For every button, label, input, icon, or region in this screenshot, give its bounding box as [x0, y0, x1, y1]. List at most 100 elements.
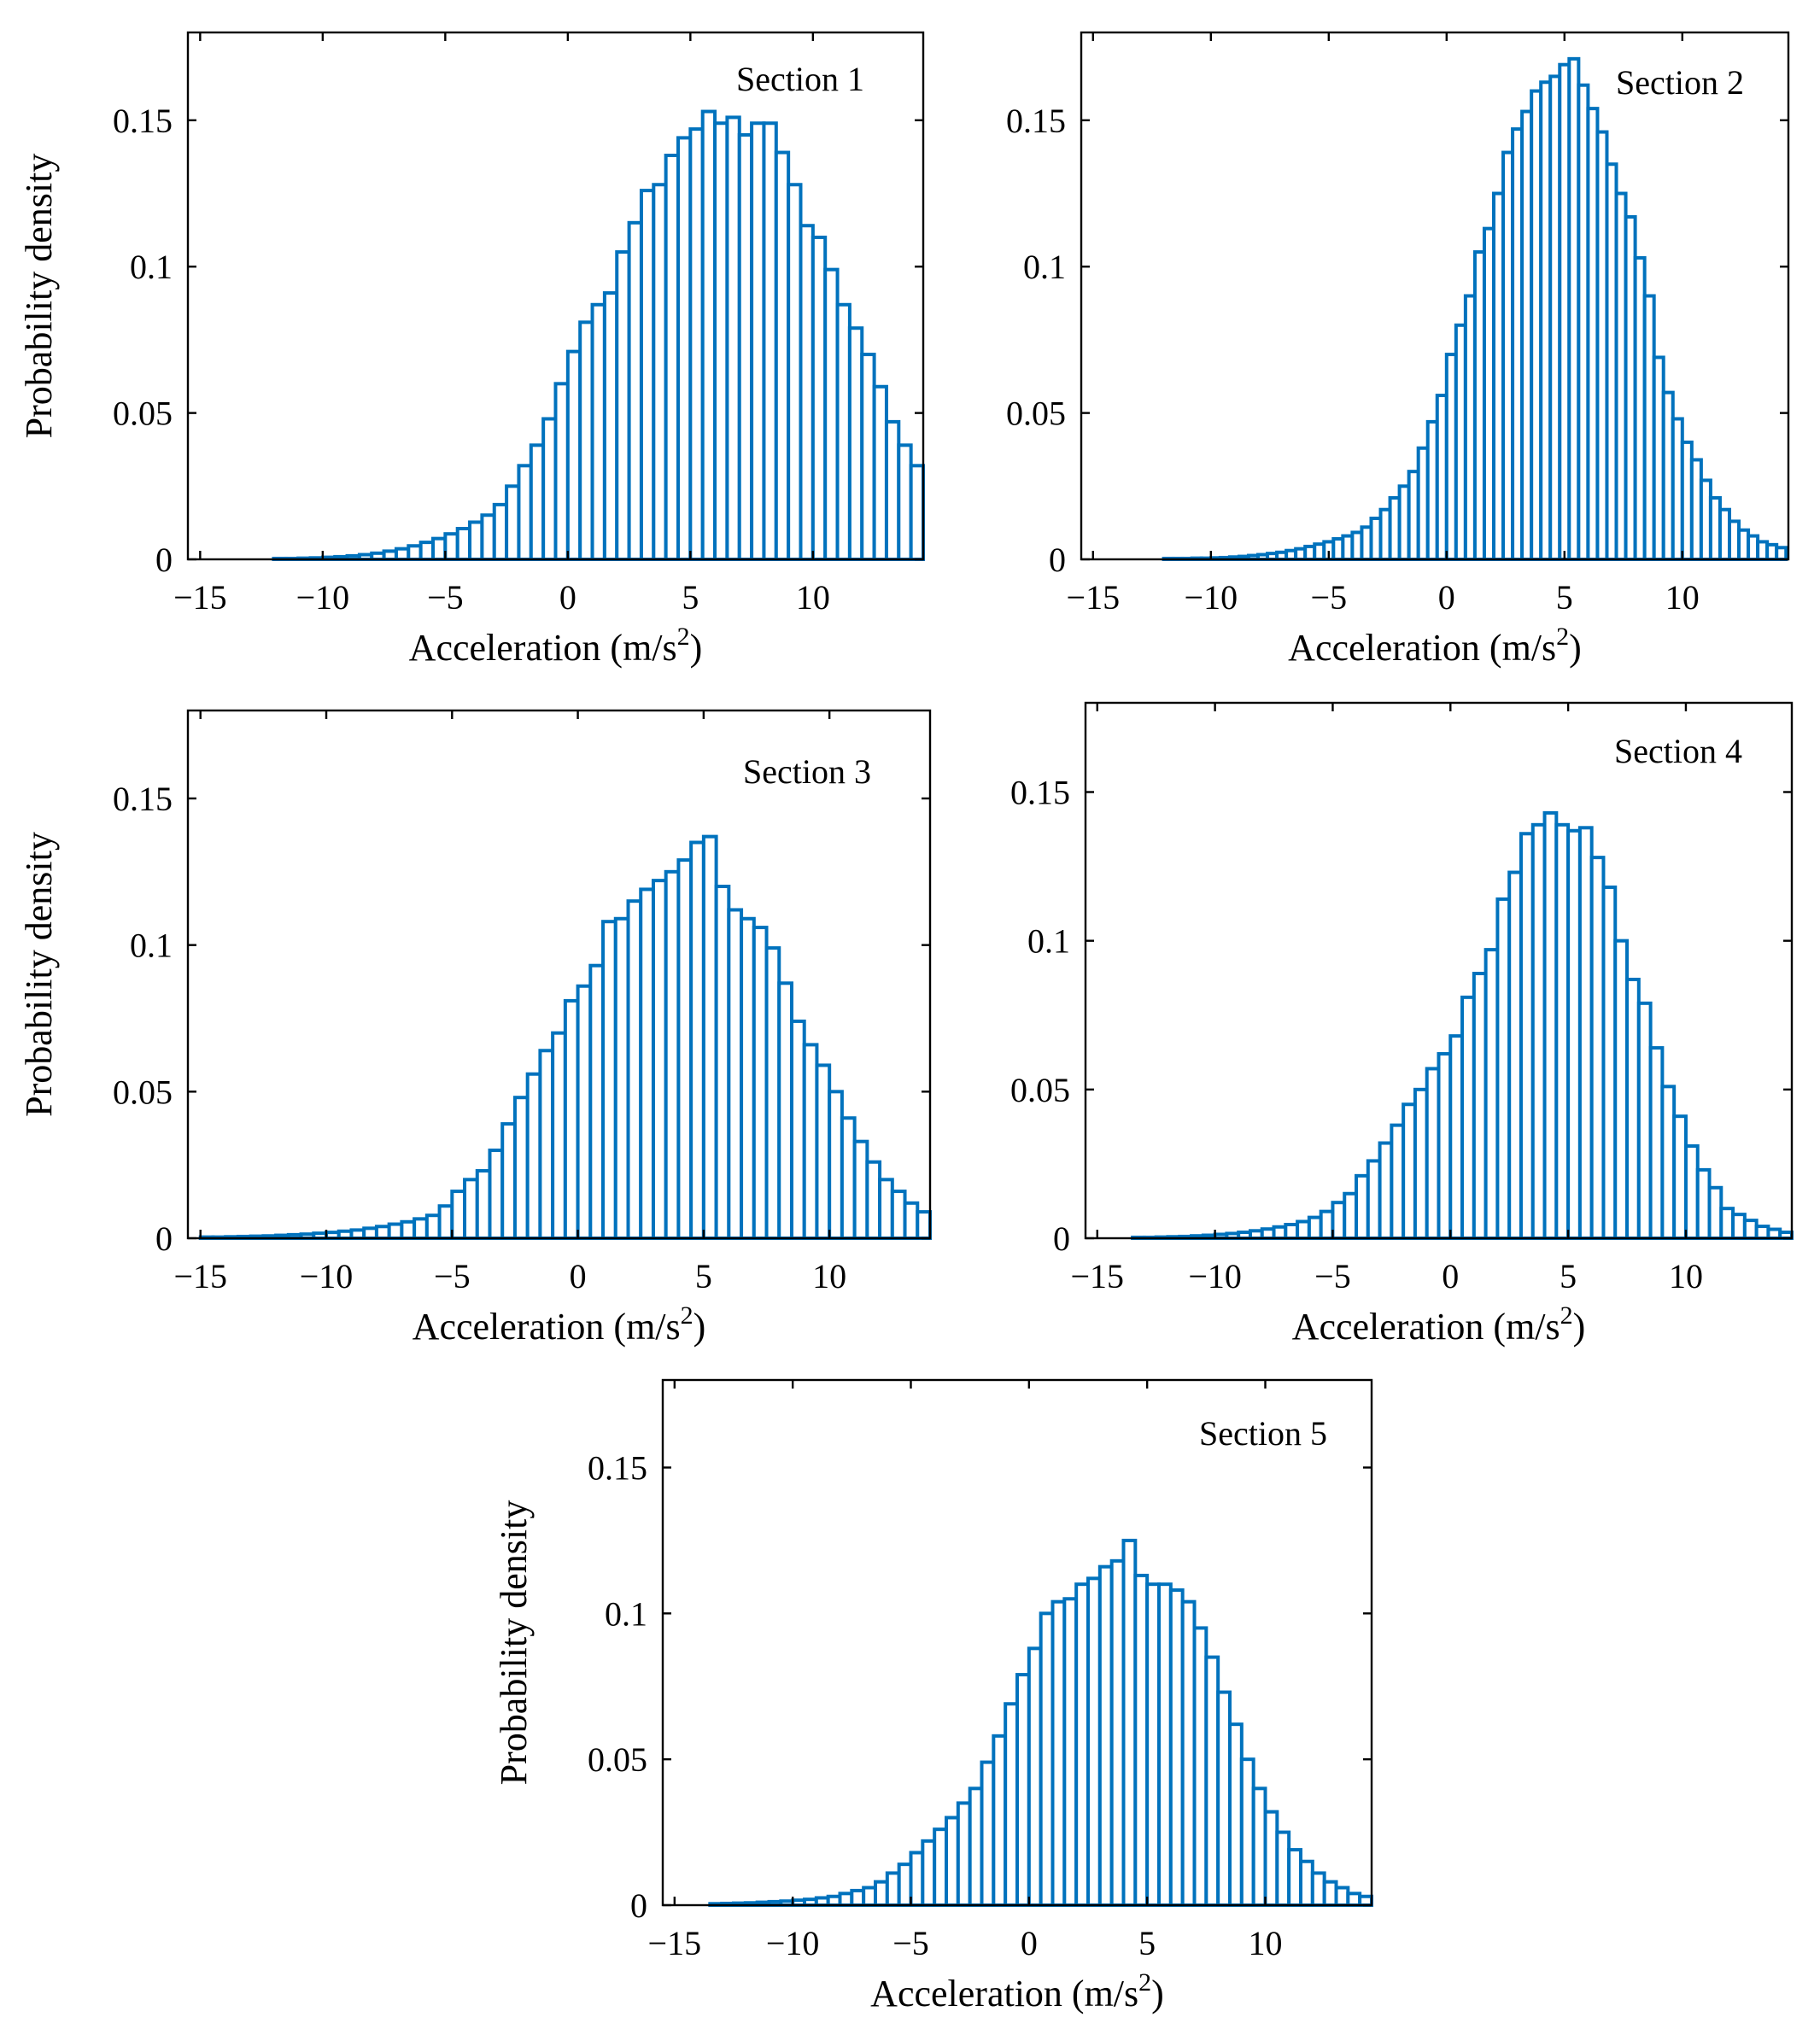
histogram-bar — [980, 1760, 996, 1908]
histogram-bar — [1263, 1810, 1279, 1907]
histogram-bar — [639, 189, 656, 561]
histogram-bar — [1589, 856, 1606, 1240]
histogram-bar — [652, 183, 668, 562]
histogram-bar — [811, 235, 828, 561]
histogram-bar — [872, 384, 888, 562]
x-tick-label: 10 — [1665, 578, 1700, 617]
panel-section-4: −15 −10 −5 0 5 10 0 0.05 0.1 0.15 Section 4 Acceler… — [1010, 701, 1794, 1348]
histogram-bar — [676, 136, 693, 561]
y-axis-label: Probability density — [18, 832, 60, 1117]
histogram-bar — [615, 250, 631, 561]
histogram-bar — [626, 899, 643, 1241]
histogram-bar — [933, 1827, 949, 1907]
x-tick-label: 10 — [796, 578, 830, 617]
y-tick-label: 0.1 — [1023, 248, 1066, 286]
histogram-bar — [740, 916, 756, 1241]
x-tick-label: 5 — [1560, 1257, 1577, 1295]
histogram-bar — [1672, 1114, 1688, 1241]
histogram-bar — [714, 885, 731, 1240]
histogram-bar — [664, 869, 681, 1241]
y-tick-label: 0.15 — [1010, 774, 1070, 812]
histogram-bars — [708, 1538, 1374, 1908]
x-tick-label: 5 — [695, 1257, 712, 1295]
histogram-bar — [1004, 1702, 1020, 1907]
histogram-bar — [382, 549, 398, 562]
panel-title: Section 3 — [743, 752, 871, 791]
histogram-bar — [916, 1210, 933, 1240]
x-tick-label: −10 — [296, 578, 350, 617]
histogram-bar — [852, 1139, 869, 1240]
histogram-bar — [374, 1225, 391, 1241]
histogram-bar — [890, 1190, 907, 1240]
histogram-bar — [1260, 1227, 1276, 1240]
histogram-bar — [1660, 1085, 1677, 1240]
histogram-bar — [1239, 1757, 1255, 1907]
histogram-bar — [1121, 1538, 1138, 1908]
histogram-bar — [968, 1786, 984, 1908]
y-tick-label: 0.1 — [130, 248, 173, 286]
histogram-bar — [362, 1226, 378, 1240]
histogram-bar — [840, 1116, 857, 1240]
y-tick-label: 0.1 — [605, 1594, 647, 1633]
histogram-bar — [1636, 1001, 1653, 1240]
y-tick-label: 0 — [1049, 541, 1066, 579]
histogram-bar — [664, 153, 681, 561]
histogram-bar — [956, 1801, 972, 1907]
histogram-bar — [1109, 1558, 1126, 1907]
x-tick-label: −15 — [648, 1924, 702, 1962]
x-tick-label: 0 — [1021, 1924, 1038, 1962]
histogram-bar — [897, 443, 913, 561]
histogram-bars — [1162, 56, 1788, 562]
histogram-bar — [639, 887, 655, 1241]
histogram-bar — [774, 150, 791, 561]
panel-title: Section 4 — [1614, 732, 1742, 770]
histogram-bar — [450, 1190, 467, 1240]
histogram-bar — [700, 109, 717, 562]
x-tick-label: 5 — [1138, 1924, 1156, 1962]
histogram-bar — [874, 1880, 889, 1907]
y-tick-label: 0.15 — [113, 102, 173, 140]
histogram-bar — [1284, 1222, 1300, 1240]
histogram-bar — [750, 121, 766, 561]
histogram-bar — [551, 1031, 567, 1241]
histogram-bar — [437, 1204, 454, 1240]
histogram-bar — [737, 132, 754, 561]
axes-box — [1080, 31, 1790, 561]
panel-title: Section 1 — [736, 60, 864, 98]
histogram-bar — [601, 920, 617, 1240]
x-tick-label: −10 — [1188, 1257, 1242, 1295]
panel-section-5: −15 −10 −5 0 5 10 0 0.05 0.1 0.15 Section 5 Acceler… — [493, 1378, 1374, 2014]
histogram-bar — [1343, 1191, 1359, 1240]
histogram-bar — [688, 127, 705, 561]
y-tick-label: 0.1 — [1027, 922, 1070, 961]
histogram-bar — [500, 1122, 517, 1240]
histogram-bar — [541, 417, 558, 561]
axes-box — [186, 709, 932, 1240]
histogram-bar — [1299, 1859, 1314, 1907]
histogram-bar — [1050, 1599, 1067, 1908]
histogram-bar — [1519, 832, 1535, 1241]
y-tick-label: 0.1 — [130, 927, 173, 965]
histogram-bar — [865, 1160, 882, 1240]
x-tick-label: −10 — [766, 1924, 820, 1962]
histogram-bar — [885, 1871, 901, 1907]
histogram-bar — [838, 1892, 854, 1908]
histogram-bar — [1168, 1588, 1185, 1907]
histogram-bar — [862, 1886, 877, 1907]
histogram-bar — [349, 1228, 366, 1241]
histogram-bar — [588, 963, 606, 1240]
histogram-bar — [431, 536, 448, 561]
histogram-bar — [1334, 1886, 1350, 1907]
histogram-bar — [847, 326, 864, 561]
histogram-bar — [1495, 897, 1512, 1241]
histogram-bar — [725, 115, 741, 562]
axes-box — [186, 31, 925, 561]
histogram-bar — [1322, 1880, 1338, 1907]
x-tick-label: −5 — [427, 578, 464, 617]
x-axis-label: Acceleration (m/s2) — [1292, 1301, 1586, 1348]
histogram-bar — [525, 1072, 542, 1240]
histogram-bar — [826, 1894, 842, 1907]
histogram-bar — [1601, 885, 1618, 1240]
